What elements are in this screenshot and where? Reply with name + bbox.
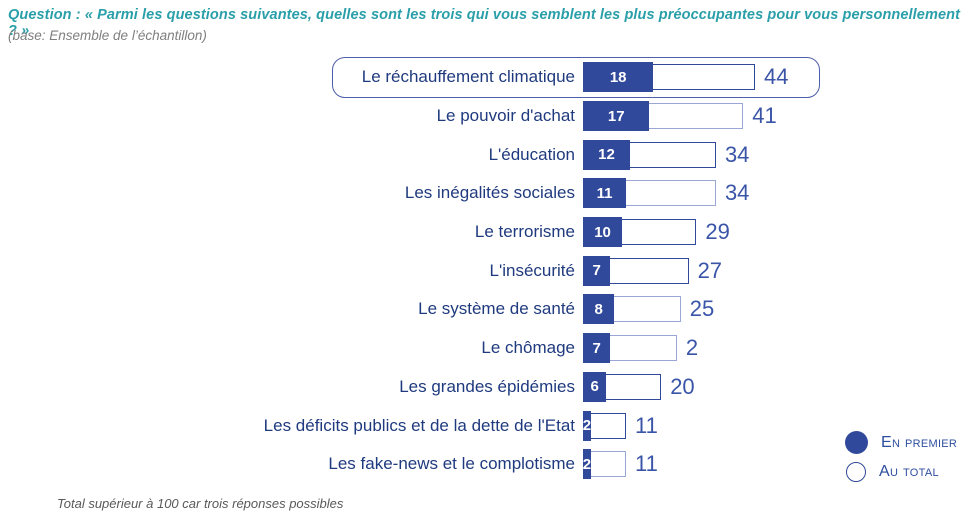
question-title: Question : « Parmi les questions suivant… [8,7,961,39]
category-label: Le réchauffement climatique [361,67,575,87]
chart-row: Le pouvoir d'achat 17 41 [0,97,976,136]
bar-en-premier: 7 [583,333,611,364]
total-value-label: 41 [752,103,777,129]
category-label: Le chômage [481,338,575,358]
bar-group: 12 [583,139,716,171]
total-value-label: 29 [705,219,730,245]
category-label: Les inégalités sociales [404,183,575,203]
category-label: Le terrorisme [474,222,575,242]
bar-en-premier: 17 [583,101,650,132]
bar-group: 2 [583,448,626,480]
total-value-label: 25 [689,296,715,322]
bar-en-premier: 12 [583,139,630,170]
chart-row: Les déficits publics et de la dette de l… [0,406,976,445]
chart-row: Le chômage 7 2 [0,329,976,368]
legend-item-en-premier: En premier [845,428,957,457]
bar-group: 11 [583,177,716,209]
chart-row: Les fake-news et le complotisme 2 11 [0,445,976,484]
chart-row: L'insécurité 7 27 [0,251,976,290]
chart-row: Les grandes épidémies 6 20 [0,368,976,407]
chart-row: Le réchauffement climatique 18 44 [0,58,976,97]
chart-row: Le terrorisme 10 29 [0,213,976,252]
total-value-label: 34 [724,141,750,167]
bar-group: 2 [583,410,626,442]
chart-rows: Le réchauffement climatique 18 44 Le pou… [0,58,976,484]
category-label: L'insécurité [489,260,575,280]
bar-group: 7 [583,255,689,287]
bar-group: 8 [583,293,681,325]
legend-item-au-total: Au total [845,457,957,486]
legend-label-au-total: Au total [879,462,939,480]
category-label: Les grandes épidémies [399,376,575,396]
category-label: Les déficits publics et de la dette de l… [263,415,575,435]
bar-en-premier: 2 [583,449,591,480]
sample-base-note: (base: Ensemble de l’échantillon) [8,28,207,43]
category-label: L'éducation [488,144,575,164]
total-value-label: 2 [685,335,699,361]
bar-en-premier: 8 [583,294,615,325]
outline-circle-icon [846,461,866,482]
bar-group: 6 [583,371,662,403]
legend-label-en-premier: En premier [881,433,958,451]
category-label: Le pouvoir d'achat [436,106,575,126]
chart-legend: En premier Au total [845,428,957,486]
total-value-label: 20 [670,373,695,399]
bar-group: 10 [583,216,697,248]
chart-row: L'éducation 12 34 [0,135,976,174]
total-value-label: 11 [635,412,658,438]
category-label: Le système de santé [418,299,575,319]
bar-group: 18 [583,61,756,93]
category-label: Les fake-news et le complotisme [328,454,575,474]
bar-en-premier: 7 [583,255,611,286]
chart-row: Le système de santé 8 25 [0,290,976,329]
bar-group: 7 [583,332,677,364]
total-value-label: 11 [635,451,658,477]
bar-en-premier: 6 [583,371,607,402]
bar-group: 17 [583,100,744,132]
bar-en-premier: 2 [583,410,591,441]
total-value-label: 34 [724,180,750,206]
bar-en-premier: 10 [583,217,623,248]
filled-circle-icon [845,431,868,454]
total-value-label: 44 [764,64,789,90]
bar-en-premier: 11 [583,178,626,209]
chart-row: Les inégalités sociales 11 34 [0,174,976,213]
chart-footnote: Total supérieur à 100 car trois réponses… [57,496,344,511]
bar-en-premier: 18 [583,62,654,93]
total-value-label: 27 [697,257,723,283]
